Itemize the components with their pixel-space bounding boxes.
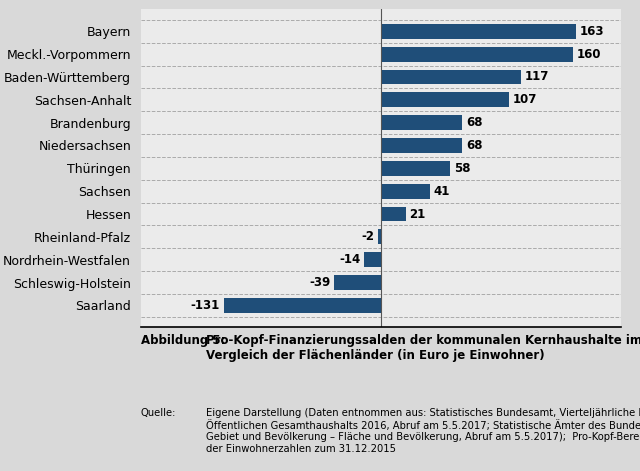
Bar [381,92,509,107]
Bar [381,161,451,176]
Text: 68: 68 [466,139,483,152]
Text: Quelle:: Quelle: [141,408,176,418]
Text: 68: 68 [466,116,483,129]
Bar [364,252,381,267]
Bar [381,70,521,84]
Bar [378,229,381,244]
Bar [381,138,462,153]
Bar [381,207,406,221]
Text: 58: 58 [454,162,470,175]
Text: 160: 160 [577,48,601,61]
Text: Abbildung 5:: Abbildung 5: [141,334,225,347]
Bar [334,275,381,290]
Bar [381,115,462,130]
Text: -14: -14 [339,253,360,266]
Bar [381,184,430,199]
Text: 107: 107 [513,93,537,106]
Text: 163: 163 [580,25,605,38]
Text: 117: 117 [525,71,549,83]
Text: -39: -39 [309,276,330,289]
Text: -2: -2 [362,230,375,244]
Text: -131: -131 [191,299,220,312]
Bar [381,47,573,62]
Bar [381,24,577,39]
Text: Pro-Kopf-Finanzierungssalden der kommunalen Kernhaushalte im Jahr 2016 im
Vergle: Pro-Kopf-Finanzierungssalden der kommuna… [205,334,640,362]
Text: 21: 21 [410,208,426,220]
Text: Eigene Darstellung (Daten entnommen aus: Statistisches Bundesamt, Vierteljährlic: Eigene Darstellung (Daten entnommen aus:… [205,408,640,454]
Text: 41: 41 [434,185,450,198]
Bar [223,298,381,313]
